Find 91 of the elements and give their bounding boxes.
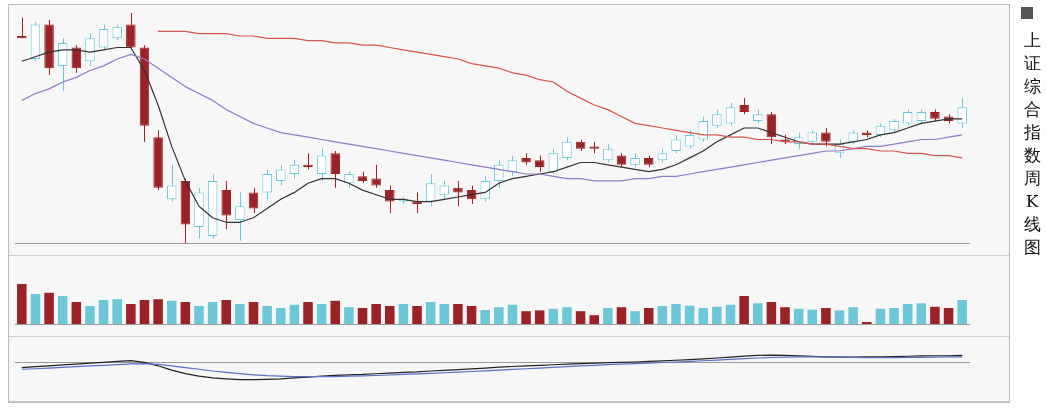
bar (344, 307, 354, 324)
bar (534, 310, 545, 324)
bar (371, 304, 381, 324)
bar (875, 308, 886, 324)
candlestick (439, 180, 450, 200)
bar (112, 299, 122, 324)
candlestick (494, 159, 504, 189)
bar (71, 302, 82, 324)
bar (616, 307, 627, 324)
candlestick (507, 155, 518, 177)
bar (98, 300, 109, 324)
bar (316, 304, 327, 324)
bar (752, 303, 763, 324)
bar (425, 302, 436, 324)
bar (943, 308, 954, 324)
bar (902, 304, 913, 324)
bar (330, 300, 341, 324)
bar (480, 310, 490, 324)
candlestick (725, 102, 736, 127)
bar (385, 306, 395, 324)
bar (194, 306, 204, 324)
bar (589, 315, 599, 324)
bar (166, 300, 177, 324)
bar (262, 306, 272, 324)
bar (575, 311, 586, 324)
bar (521, 311, 531, 324)
bar (739, 296, 749, 324)
bar (780, 307, 790, 324)
bar (180, 302, 191, 324)
bar (139, 300, 150, 324)
bar (207, 302, 218, 324)
candlestick (330, 150, 341, 189)
candlestick (957, 97, 967, 129)
candlestick (316, 148, 327, 182)
bar (126, 304, 136, 324)
bar (439, 304, 450, 324)
candlestick (248, 187, 259, 214)
bar (889, 308, 899, 324)
bar (698, 308, 709, 324)
bar (766, 302, 777, 324)
bar (494, 307, 504, 324)
bar (303, 302, 313, 324)
bar (562, 307, 572, 324)
bar (44, 292, 54, 324)
bar (275, 308, 286, 324)
candlestick (262, 168, 272, 200)
bar (17, 284, 27, 324)
bar (643, 308, 654, 324)
bar (153, 299, 163, 324)
bar (453, 304, 463, 324)
bar (221, 300, 232, 324)
bar (30, 294, 41, 324)
bar (793, 308, 804, 324)
candlestick (98, 24, 109, 51)
candlestick (425, 173, 436, 207)
bar (412, 306, 422, 324)
bar (725, 304, 736, 324)
bar (507, 304, 518, 324)
bar (248, 302, 259, 324)
candlestick (85, 33, 95, 67)
bar (957, 300, 967, 324)
bar (807, 309, 818, 324)
bar (916, 303, 927, 324)
bar (930, 306, 940, 324)
bar (684, 305, 695, 324)
bar (548, 308, 559, 324)
bar (630, 311, 640, 324)
candlestick (698, 116, 709, 143)
bar (834, 310, 845, 324)
candlestick (221, 180, 232, 230)
candlestick (821, 127, 831, 147)
candlestick (548, 148, 559, 175)
bar (466, 306, 477, 324)
candlestick (289, 159, 300, 180)
bar (289, 304, 300, 324)
bar (712, 306, 722, 324)
candlestick (235, 191, 245, 242)
bar (398, 304, 409, 324)
candlestick (562, 136, 572, 161)
candlestick (371, 164, 381, 189)
bar (657, 306, 668, 324)
bar (671, 304, 681, 324)
bar (57, 296, 68, 324)
chart-title: 上证综合指数周K线图 (1023, 30, 1041, 257)
bar (85, 306, 95, 324)
bar (235, 304, 245, 324)
bar (848, 307, 858, 324)
bar (821, 308, 831, 324)
candlestick (603, 143, 613, 163)
bar (357, 308, 368, 324)
bar (603, 308, 613, 324)
